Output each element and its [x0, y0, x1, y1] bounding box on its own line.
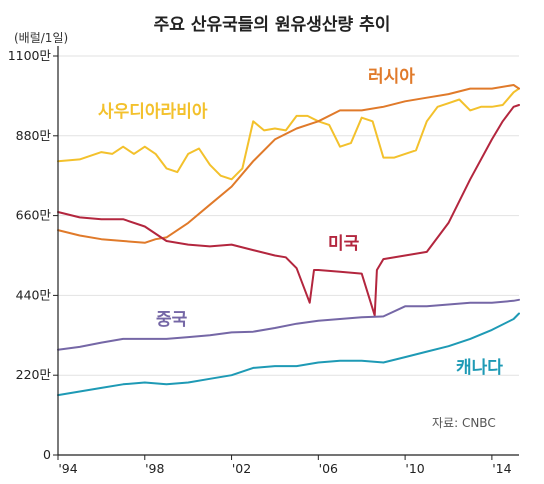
x-tick-label: '06 [319, 461, 338, 476]
y-tick-label: 440만 [16, 287, 52, 302]
series-label-saudi: 사우디아라비아 [98, 102, 208, 122]
series-lines [57, 84, 520, 397]
series-label-canada: 캐나다 [456, 358, 503, 378]
y-axis-ticks: 0 220만 440만 660만 880만 1100만 [8, 48, 58, 462]
series-line-usa [57, 104, 520, 317]
y-tick-label: 1100만 [8, 48, 52, 63]
series-line-china [57, 298, 520, 351]
y-tick-label: 220만 [16, 367, 52, 382]
y-tick-label: 880만 [16, 128, 52, 143]
series-label-usa: 미국 [328, 234, 360, 254]
source-note: 자료: CNBC [432, 416, 496, 430]
series-line-saudi-arabia [57, 87, 520, 181]
y-tick-label: 0 [43, 447, 51, 462]
y-tick-label: 660만 [16, 208, 52, 223]
y-unit-label: (배럴/1일) [14, 31, 68, 45]
x-tick-label: '94 [58, 461, 77, 476]
x-tick-label: '98 [145, 461, 164, 476]
x-axis-ticks: '94 '98 '02 '06 '10 '14 [57, 455, 512, 476]
x-tick-label: '02 [232, 461, 251, 476]
y-gridlines [58, 55, 519, 376]
series-line-russia [57, 84, 520, 244]
series-line-canada [57, 312, 520, 397]
series-label-russia: 러시아 [368, 67, 415, 87]
x-tick-label: '10 [405, 461, 424, 476]
x-tick-label: '14 [492, 461, 511, 476]
chart-title: 주요 산유국들의 원유생산량 추이 [154, 15, 391, 35]
series-label-china: 중국 [156, 310, 188, 330]
